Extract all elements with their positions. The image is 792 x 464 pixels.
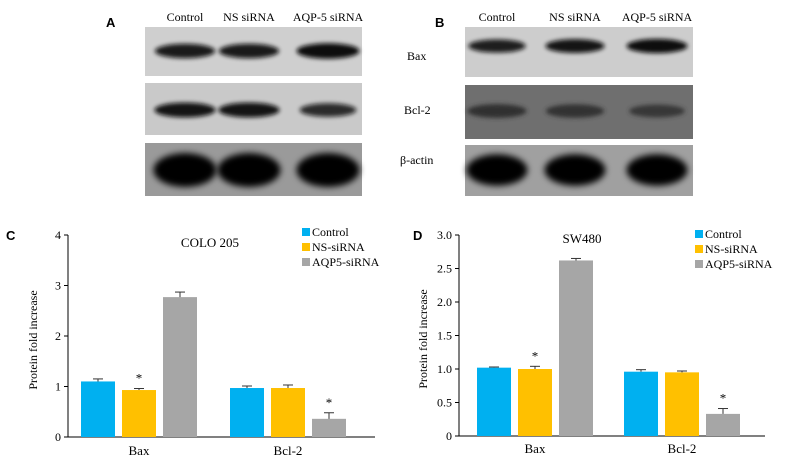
row-label-bcl2: Bcl-2	[404, 103, 431, 117]
panel-letter-a: A	[106, 15, 116, 30]
y-tick-label: 1	[55, 380, 61, 394]
bar	[477, 367, 511, 436]
blot-band	[545, 39, 605, 53]
legend-label: NS-siRNA	[705, 242, 758, 256]
blot-band	[154, 43, 216, 59]
y-tick-label: 1.0	[437, 362, 452, 376]
legend-label: AQP5-siRNA	[705, 257, 773, 271]
legend-swatch	[302, 228, 310, 236]
blot-band	[153, 153, 217, 187]
y-axis-label: Protein fold increase	[416, 289, 430, 388]
legend-label: Control	[312, 225, 349, 239]
y-tick-label: 2.0	[437, 295, 452, 309]
blot-band	[217, 153, 281, 187]
y-axis-label: Protein fold increase	[26, 290, 40, 389]
row-label-bax: Bax	[407, 49, 426, 63]
y-tick-label: 2.5	[437, 262, 452, 276]
legend-swatch	[302, 243, 310, 251]
x-tick-label: Bcl-2	[668, 441, 697, 456]
bar	[122, 390, 156, 437]
x-tick-label: Bax	[525, 441, 546, 456]
lane-label: NS siRNA	[549, 10, 601, 24]
legend-swatch	[695, 245, 703, 253]
lane-label: Control	[479, 10, 516, 24]
y-tick-label: 3	[55, 279, 61, 293]
row-label-actin: β-actin	[400, 153, 433, 167]
bar	[312, 418, 346, 437]
y-tick-label: 0	[446, 429, 452, 443]
panel-letter-b: B	[435, 15, 444, 30]
chart-title: SW480	[563, 231, 602, 246]
blot-band	[545, 104, 605, 118]
bar	[230, 388, 264, 437]
blot-band	[626, 154, 688, 186]
legend-swatch	[302, 258, 310, 266]
y-tick-label: 0	[55, 430, 61, 444]
blot-band	[296, 43, 360, 59]
lane-label: Control	[167, 10, 204, 24]
western-blot-b: Control NS siRNA AQP-5 siRNA	[465, 10, 693, 196]
bar	[624, 371, 658, 436]
lane-label: AQP-5 siRNA	[622, 10, 693, 24]
bar-chart-sw480: Protein fold increase SW480 0 0.5 1.0 1.5 2.…	[416, 227, 773, 456]
significance-marker: *	[326, 395, 333, 410]
blot-band	[544, 154, 606, 186]
bar	[665, 372, 699, 436]
bar	[706, 413, 740, 436]
legend-label: Control	[705, 227, 742, 241]
y-tick-label: 2	[55, 329, 61, 343]
bar	[81, 381, 115, 437]
blot-band	[467, 104, 527, 118]
y-tick-label: 3.0	[437, 228, 452, 242]
y-tick-label: 1.5	[437, 329, 452, 343]
x-tick-label: Bcl-2	[274, 443, 303, 458]
blot-band	[296, 153, 360, 187]
significance-marker: *	[136, 371, 143, 386]
blot-band	[299, 103, 357, 117]
blot-band	[626, 38, 688, 54]
bar	[271, 388, 305, 437]
blot-band	[629, 104, 685, 118]
panel-letter-c: C	[6, 228, 16, 243]
blot-band	[468, 39, 526, 53]
blot-band	[466, 154, 528, 186]
y-tick-label: 4	[55, 228, 61, 242]
significance-marker: *	[532, 348, 539, 363]
y-tick-label: 0.5	[437, 396, 452, 410]
lane-label: NS siRNA	[223, 10, 275, 24]
legend-swatch	[695, 260, 703, 268]
lane-label: AQP-5 siRNA	[293, 10, 364, 24]
x-tick-label: Bax	[129, 443, 150, 458]
bar	[518, 369, 552, 436]
legend-label: NS-siRNA	[312, 240, 365, 254]
blot-band	[154, 102, 216, 118]
blot-band	[218, 102, 280, 118]
panel-letter-d: D	[413, 228, 422, 243]
bar	[163, 297, 197, 437]
blot-band	[218, 43, 280, 59]
chart-title: COLO 205	[181, 235, 239, 250]
western-blot-a: Control NS siRNA AQP-5 siRNA	[145, 10, 364, 196]
bar-chart-colo205: Protein fold increase COLO 205 0 1 2 3 4 * Bax…	[26, 225, 380, 458]
legend-label: AQP5-siRNA	[312, 255, 380, 269]
legend-swatch	[695, 230, 703, 238]
significance-marker: *	[720, 391, 727, 406]
bar	[559, 260, 593, 436]
